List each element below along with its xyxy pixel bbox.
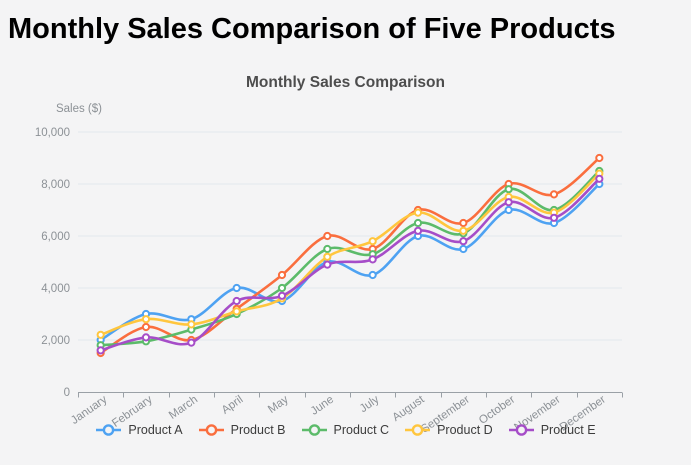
y-tick-label: 0 bbox=[64, 387, 70, 399]
series-marker-product-e[interactable] bbox=[187, 338, 196, 347]
series-marker-product-c[interactable] bbox=[504, 185, 513, 194]
series-marker-product-b[interactable] bbox=[323, 231, 332, 241]
legend-marker-icon bbox=[405, 424, 431, 436]
y-tick-label: 10,000 bbox=[35, 127, 70, 139]
series-marker-product-d[interactable] bbox=[459, 226, 468, 235]
legend-label: Product B bbox=[230, 423, 286, 437]
series-marker-product-b[interactable] bbox=[595, 153, 604, 163]
series-marker-product-d[interactable] bbox=[413, 208, 423, 217]
series-marker-product-d[interactable] bbox=[368, 237, 377, 246]
legend-marker-icon bbox=[301, 424, 327, 436]
series-marker-product-d[interactable] bbox=[323, 252, 332, 261]
legend-item-product-e[interactable]: Product E bbox=[508, 423, 596, 437]
series-line-product-d bbox=[99, 172, 601, 337]
legend-label: Product D bbox=[437, 423, 493, 437]
legend-marker-icon bbox=[198, 424, 224, 436]
x-tick-label: May bbox=[266, 393, 291, 415]
series-marker-product-a[interactable] bbox=[232, 283, 241, 293]
y-tick-label: 2,000 bbox=[41, 335, 70, 347]
legend-label: Product E bbox=[540, 423, 596, 437]
legend-item-product-d[interactable]: Product D bbox=[404, 423, 493, 437]
y-tick-label: 8,000 bbox=[41, 179, 70, 191]
series-marker-product-c[interactable] bbox=[323, 244, 332, 254]
series-marker-product-c[interactable] bbox=[277, 283, 287, 293]
series-marker-product-d[interactable] bbox=[232, 307, 241, 316]
series-marker-product-e[interactable] bbox=[96, 346, 105, 355]
series-marker-product-e[interactable] bbox=[504, 198, 513, 207]
series-marker-product-d[interactable] bbox=[141, 315, 151, 324]
series-marker-product-b[interactable] bbox=[277, 270, 287, 280]
legend-item-product-c[interactable]: Product C bbox=[301, 423, 390, 437]
legend-marker-icon bbox=[96, 424, 122, 436]
series-marker-product-e[interactable] bbox=[323, 260, 332, 269]
series-marker-product-c[interactable] bbox=[413, 218, 423, 228]
x-tick-label: August bbox=[391, 393, 428, 424]
series-marker-product-e[interactable] bbox=[141, 333, 151, 342]
series-marker-product-a[interactable] bbox=[504, 205, 513, 215]
series-marker-product-b[interactable] bbox=[549, 190, 559, 199]
legend-label: Product A bbox=[128, 423, 183, 437]
series-marker-product-d[interactable] bbox=[96, 330, 105, 339]
series-marker-product-a[interactable] bbox=[368, 270, 377, 280]
y-tick-label: 6,000 bbox=[41, 231, 70, 243]
legend-item-product-a[interactable]: Product A bbox=[95, 423, 183, 437]
series-line-product-e bbox=[99, 177, 601, 352]
series-marker-product-e[interactable] bbox=[549, 213, 559, 222]
series-marker-product-e[interactable] bbox=[459, 237, 468, 246]
legend-item-product-b[interactable]: Product B bbox=[198, 423, 286, 437]
series-marker-product-e[interactable] bbox=[413, 226, 423, 235]
x-tick-label: April bbox=[220, 394, 246, 417]
series-marker-product-e[interactable] bbox=[232, 296, 241, 306]
series-marker-product-b[interactable] bbox=[141, 322, 151, 332]
x-tick-label: January bbox=[69, 393, 110, 426]
legend-marker-icon bbox=[508, 424, 534, 436]
x-tick-label: March bbox=[167, 394, 200, 422]
series-marker-product-d[interactable] bbox=[187, 320, 196, 329]
legend-label: Product C bbox=[333, 423, 390, 437]
page-title: Monthly Sales Comparison of Five Product… bbox=[8, 13, 616, 45]
series-marker-product-e[interactable] bbox=[277, 291, 287, 300]
chart-title: Monthly Sales Comparison bbox=[246, 74, 445, 91]
series-marker-product-e[interactable] bbox=[595, 174, 604, 183]
y-axis-title: Sales ($) bbox=[56, 103, 102, 115]
x-tick-label: June bbox=[309, 394, 336, 418]
x-tick-label: October bbox=[477, 394, 518, 427]
x-tick-label: July bbox=[358, 393, 382, 415]
series-marker-product-a[interactable] bbox=[459, 244, 468, 254]
chart-legend: Product A Product B Product C Product D Prod… bbox=[0, 423, 691, 437]
series-marker-product-e[interactable] bbox=[368, 255, 377, 264]
series-marker-product-b[interactable] bbox=[459, 218, 468, 228]
y-tick-label: 4,000 bbox=[41, 283, 70, 295]
